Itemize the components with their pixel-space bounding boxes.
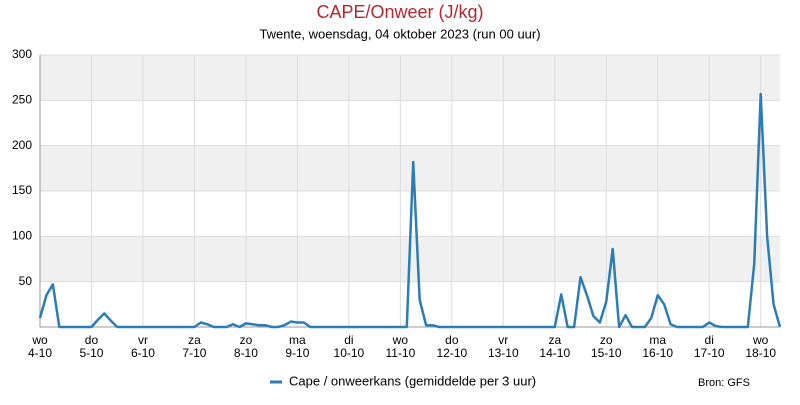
x-tick-label: vr 13-10 — [488, 333, 519, 360]
x-tick-label: za 7-10 — [182, 333, 206, 360]
y-tick-label: 300 — [12, 47, 32, 61]
y-tick-label: 250 — [12, 93, 32, 107]
x-tick-label: zo 15-10 — [591, 333, 622, 360]
source-note: Bron: GFS — [698, 377, 750, 389]
x-tick-label: do 5-10 — [79, 333, 103, 360]
chart-subtitle: Twente, woensdag, 04 oktober 2023 (run 0… — [259, 26, 540, 41]
x-tick-label: vr 6-10 — [131, 333, 155, 360]
legend-label: Cape / onweerkans (gemiddelde per 3 uur) — [289, 373, 536, 388]
x-tick-label: wo 4-10 — [28, 333, 52, 360]
x-tick-label: do 12-10 — [436, 333, 467, 360]
data-line — [38, 92, 782, 329]
y-tick-label: 100 — [12, 229, 32, 243]
x-tick-label: ma 9-10 — [285, 333, 309, 360]
x-tick-label: wo 11-10 — [385, 333, 415, 360]
grid-band — [40, 55, 780, 101]
chart-title: CAPE/Onweer (J/kg) — [316, 2, 483, 22]
x-tick-label: di 17-10 — [694, 333, 725, 360]
x-tick-label: zo 8-10 — [234, 333, 258, 360]
x-tick-label: ma 16-10 — [642, 333, 673, 360]
x-tick-label: za 14-10 — [539, 333, 570, 360]
x-tick-label: di 10-10 — [334, 333, 365, 360]
grid-band — [40, 145, 780, 191]
y-tick-label: 150 — [12, 183, 32, 197]
y-tick-label: 50 — [19, 274, 33, 288]
x-tick-label: wo 18-10 — [745, 333, 776, 360]
y-tick-label: 200 — [12, 138, 32, 152]
